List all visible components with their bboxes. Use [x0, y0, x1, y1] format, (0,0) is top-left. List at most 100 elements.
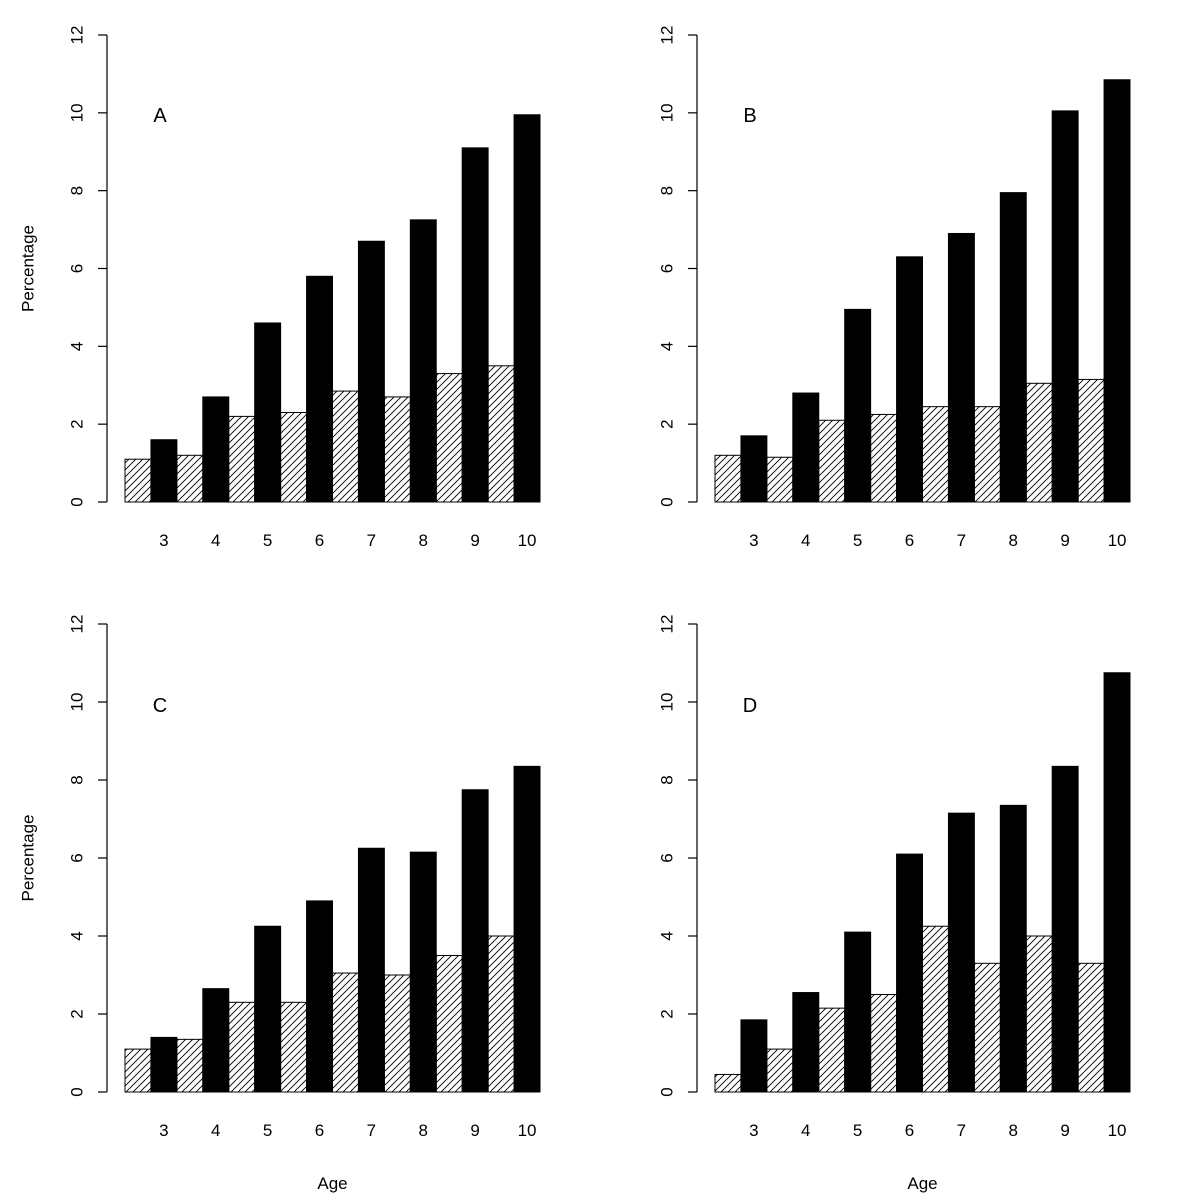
y-tick-label: 12 — [68, 26, 87, 45]
hatched-bar-3 — [714, 454, 742, 503]
x-tick-label: 3 — [749, 1121, 758, 1140]
x-tick-label: 9 — [1060, 1121, 1069, 1140]
y-tick-label: 0 — [658, 1087, 677, 1096]
y-tick-label: 10 — [68, 693, 87, 712]
x-tick-label: 3 — [749, 531, 758, 550]
solid-bar-5 — [254, 925, 282, 1093]
hatched-bar-4 — [176, 1038, 204, 1093]
y-tick-label: 6 — [68, 264, 87, 273]
y-tick-label: 4 — [68, 931, 87, 940]
y-axis-title: Percentage — [19, 815, 38, 902]
solid-bar-10 — [513, 114, 541, 503]
chart-panel-c: 0 2 4 6 8 10 12 3 4 5 6 7 8 9 10 C Percentage Age — [19, 615, 541, 1193]
chart-panel-b: 0 2 4 6 8 10 12 3 4 5 6 7 8 9 10 B — [658, 26, 1131, 550]
y-tick-label: 4 — [658, 342, 677, 351]
solid-bar-5 — [844, 931, 872, 1093]
hatched-bar-10 — [1077, 962, 1105, 1093]
x-tick-label: 9 — [470, 531, 479, 550]
hatched-bar-3 — [124, 458, 152, 503]
x-tick-label: 10 — [518, 531, 537, 550]
y-tick-label: 8 — [68, 186, 87, 195]
panel-label: C — [153, 695, 167, 717]
y-tick-label: 10 — [658, 103, 677, 122]
hatched-bar-9 — [435, 955, 463, 1093]
y-tick-label: 2 — [658, 1009, 677, 1018]
hatched-bar-6 — [870, 413, 898, 503]
hatched-bar-8 — [383, 974, 411, 1093]
solid-bar-10 — [1103, 79, 1131, 503]
solid-bar-10 — [1103, 672, 1131, 1093]
y-tick-label: 6 — [658, 264, 677, 273]
panel-label: B — [743, 105, 756, 127]
hatched-bar-10 — [487, 365, 515, 503]
solid-bar-6 — [896, 256, 923, 503]
solid-bar-4 — [202, 988, 230, 1093]
solid-bar-9 — [1051, 765, 1079, 1093]
hatched-bar-3 — [124, 1048, 152, 1093]
solid-bar-7 — [947, 232, 975, 503]
x-tick-label: 10 — [518, 1121, 537, 1140]
x-tick-label: 9 — [1060, 531, 1069, 550]
solid-bar-4 — [792, 992, 820, 1093]
y-tick-label: 0 — [68, 1087, 87, 1096]
hatched-bar-9 — [1025, 382, 1053, 503]
x-tick-label: 10 — [1108, 1121, 1127, 1140]
hatched-bar-6 — [280, 1001, 308, 1093]
hatched-bar-8 — [973, 406, 1001, 503]
solid-bar-8 — [409, 219, 437, 503]
hatched-bar-7 — [922, 406, 949, 503]
solid-bar-6 — [306, 275, 333, 503]
solid-bar-3 — [150, 439, 178, 503]
x-tick-label: 5 — [853, 531, 862, 550]
solid-bar-8 — [999, 804, 1027, 1093]
x-tick-label: 7 — [957, 531, 966, 550]
solid-bar-5 — [844, 308, 872, 503]
hatched-bar-9 — [435, 373, 463, 503]
x-tick-label: 3 — [159, 1121, 168, 1140]
hatched-bar-9 — [1025, 935, 1053, 1093]
y-tick-label: 12 — [658, 615, 677, 634]
panel-label: D — [743, 695, 757, 717]
x-tick-label: 5 — [853, 1121, 862, 1140]
x-tick-label: 4 — [801, 531, 810, 550]
hatched-bar-7 — [922, 925, 949, 1093]
x-axis-title: Age — [907, 1174, 937, 1193]
y-tick-label: 8 — [658, 775, 677, 784]
x-tick-label: 4 — [211, 531, 220, 550]
x-tick-label: 5 — [263, 531, 272, 550]
x-tick-label: 8 — [1009, 531, 1018, 550]
y-tick-label: 2 — [68, 1009, 87, 1018]
x-tick-label: 6 — [315, 1121, 324, 1140]
solid-bar-4 — [792, 392, 820, 503]
x-axis-title: Age — [317, 1174, 347, 1193]
panel-label: A — [153, 105, 167, 127]
solid-bar-8 — [999, 192, 1027, 503]
x-tick-label: 6 — [905, 531, 914, 550]
solid-bar-7 — [357, 240, 385, 503]
solid-bar-10 — [513, 765, 541, 1093]
hatched-bar-6 — [280, 411, 308, 503]
hatched-bar-10 — [487, 935, 515, 1093]
hatched-bar-4 — [176, 454, 204, 503]
y-tick-label: 6 — [658, 853, 677, 862]
y-tick-label: 6 — [68, 853, 87, 862]
y-tick-label: 4 — [68, 342, 87, 351]
hatched-bar-5 — [228, 1001, 256, 1093]
x-tick-label: 6 — [315, 531, 324, 550]
hatched-bar-8 — [973, 962, 1001, 1093]
y-tick-label: 8 — [658, 186, 677, 195]
solid-bar-3 — [740, 1019, 768, 1093]
solid-bar-9 — [1051, 110, 1079, 503]
y-tick-label: 2 — [658, 419, 677, 428]
solid-bar-7 — [947, 812, 975, 1093]
y-tick-label: 0 — [68, 497, 87, 506]
hatched-bar-8 — [383, 396, 411, 503]
x-tick-label: 4 — [801, 1121, 810, 1140]
solid-bar-6 — [896, 853, 923, 1093]
hatched-bar-10 — [1077, 378, 1105, 503]
x-tick-label: 7 — [367, 531, 376, 550]
solid-bar-7 — [357, 847, 385, 1093]
solid-bar-3 — [740, 435, 768, 503]
x-tick-label: 6 — [905, 1121, 914, 1140]
hatched-bar-7 — [332, 390, 359, 503]
